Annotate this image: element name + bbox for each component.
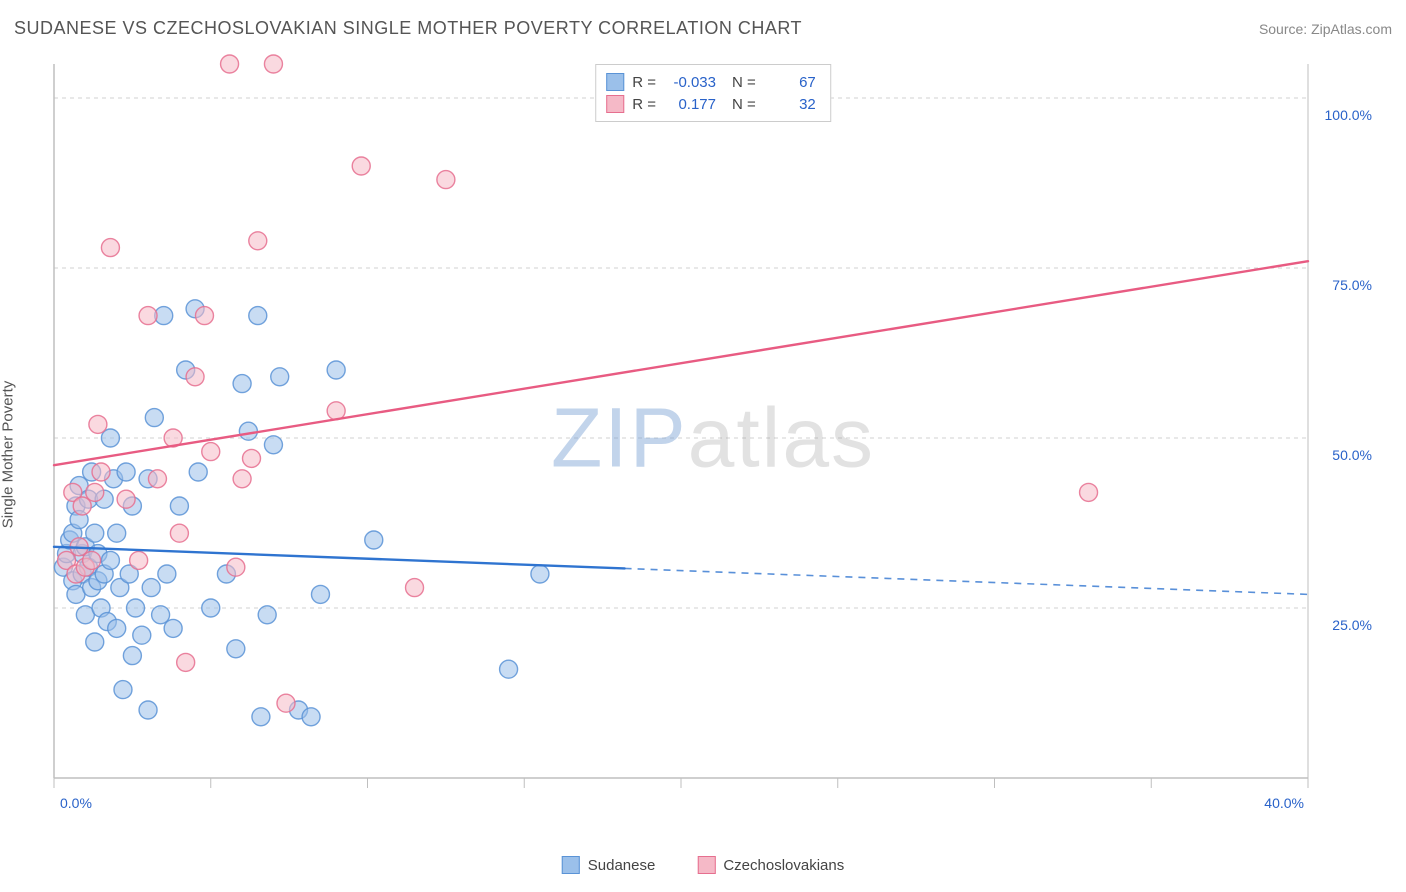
r-value-2: 0.177 bbox=[664, 96, 716, 113]
legend-item-series1: Sudanese bbox=[562, 856, 656, 874]
r-label-2: R = bbox=[632, 96, 656, 113]
svg-text:75.0%: 75.0% bbox=[1332, 277, 1372, 293]
scatter-plot-svg: 25.0% 50.0% 75.0% 100.0% 0.0% 40.0% bbox=[48, 58, 1378, 818]
legend-swatch-1 bbox=[562, 856, 580, 874]
n-label-1: N = bbox=[732, 74, 756, 91]
legend-label-1: Sudanese bbox=[588, 857, 656, 874]
n-label-2: N = bbox=[732, 96, 756, 113]
n-value-1: 67 bbox=[764, 74, 816, 91]
legend-item-series2: Czechoslovakians bbox=[697, 856, 844, 874]
legend-swatch-2 bbox=[697, 856, 715, 874]
swatch-series1 bbox=[606, 73, 624, 91]
source-label: Source: bbox=[1259, 21, 1307, 37]
stats-row-series1: R = -0.033 N = 67 bbox=[606, 71, 816, 93]
svg-text:40.0%: 40.0% bbox=[1264, 795, 1304, 811]
swatch-series2 bbox=[606, 95, 624, 113]
y-axis-label: Single Mother Poverty bbox=[0, 381, 17, 529]
stats-row-series2: R = 0.177 N = 32 bbox=[606, 93, 816, 115]
r-label-1: R = bbox=[632, 74, 656, 91]
legend-label-2: Czechoslovakians bbox=[723, 857, 844, 874]
svg-text:100.0%: 100.0% bbox=[1325, 107, 1372, 123]
stats-legend-box: R = -0.033 N = 67 R = 0.177 N = 32 bbox=[595, 64, 831, 122]
source-attribution: Source: ZipAtlas.com bbox=[1259, 21, 1392, 37]
chart-area: ZIPatlas 25.0%50.0%75.0%100.0%0.0%40.0% … bbox=[48, 58, 1378, 818]
n-value-2: 32 bbox=[764, 96, 816, 113]
svg-text:50.0%: 50.0% bbox=[1332, 447, 1372, 463]
svg-text:0.0%: 0.0% bbox=[60, 795, 92, 811]
bottom-legend: Sudanese Czechoslovakians bbox=[562, 856, 844, 874]
chart-title: SUDANESE VS CZECHOSLOVAKIAN SINGLE MOTHE… bbox=[14, 18, 802, 39]
r-value-1: -0.033 bbox=[664, 74, 716, 91]
source-link[interactable]: ZipAtlas.com bbox=[1311, 21, 1392, 37]
svg-text:25.0%: 25.0% bbox=[1332, 617, 1372, 633]
